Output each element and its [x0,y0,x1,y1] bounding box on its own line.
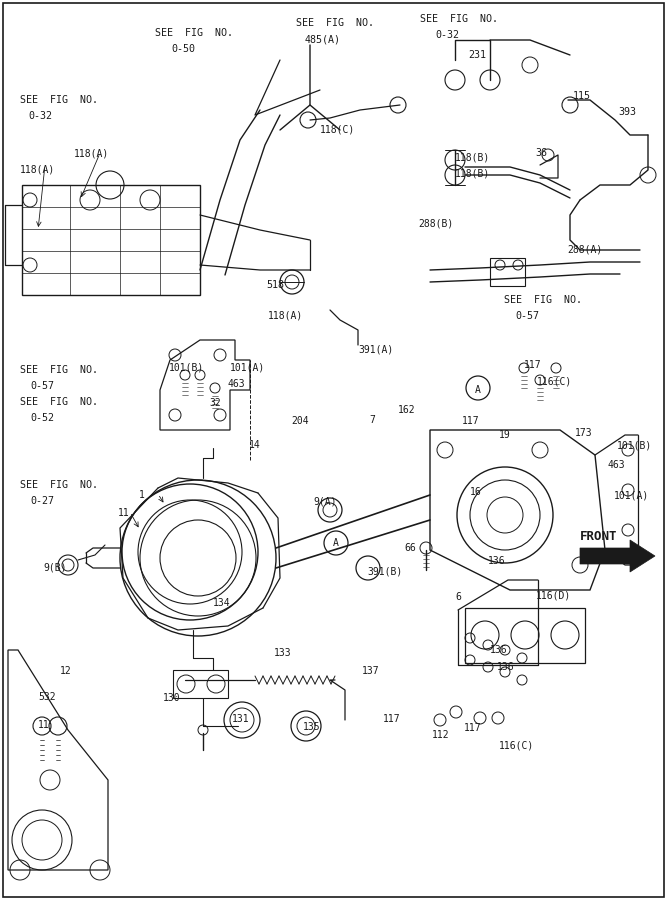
Bar [173,670,228,698]
Text: 518: 518 [266,280,284,290]
Text: SEE  FIG  NO.: SEE FIG NO. [420,14,498,24]
Text: 117: 117 [462,416,480,426]
Text: 7: 7 [369,415,375,425]
Text: 136: 136 [497,662,515,672]
Text: 117: 117 [383,714,401,724]
Bar [22,185,200,295]
Text: 391(B): 391(B) [367,567,402,577]
Polygon shape [580,540,655,572]
Text: 118(B): 118(B) [455,153,490,163]
Text: 116(C): 116(C) [537,376,572,386]
Text: 0-27: 0-27 [30,496,54,506]
Text: 204: 204 [291,416,309,426]
Text: 0-50: 0-50 [171,44,195,54]
Text: 173: 173 [575,428,592,438]
Text: SEE  FIG  NO.: SEE FIG NO. [155,28,233,38]
Text: SEE  FIG  NO.: SEE FIG NO. [20,95,98,105]
Text: 130: 130 [163,693,181,703]
Text: 9(B): 9(B) [43,563,67,573]
Text: 116(D): 116(D) [536,590,571,600]
Text: 288(A): 288(A) [567,245,602,255]
Text: 101(B): 101(B) [169,363,204,373]
Text: 32: 32 [209,398,221,408]
Text: 36: 36 [535,148,547,158]
Text: FRONT: FRONT [580,530,618,543]
Text: 16: 16 [470,487,482,497]
Text: 288(B): 288(B) [418,218,454,228]
Text: 118(A): 118(A) [20,164,55,174]
Text: 134: 134 [213,598,231,608]
Text: SEE  FIG  NO.: SEE FIG NO. [20,480,98,490]
Text: 115: 115 [573,91,591,101]
Text: 6: 6 [455,592,461,602]
Text: 136: 136 [490,645,508,655]
Text: 463: 463 [228,379,245,389]
Text: 0-32: 0-32 [28,111,52,121]
Text: 112: 112 [432,730,450,740]
Text: 118(B): 118(B) [455,168,490,178]
Text: 393: 393 [618,107,636,117]
Text: 101(A): 101(A) [230,363,265,373]
Text: 118(C): 118(C) [320,124,356,134]
Text: A: A [333,538,339,548]
Text: 135: 135 [303,722,321,732]
Text: 0-52: 0-52 [30,413,54,423]
Text: 12: 12 [60,666,72,676]
Text: 485(A): 485(A) [305,34,341,44]
Text: 0-57: 0-57 [515,311,539,321]
Text: 19: 19 [499,430,511,440]
Text: 463: 463 [607,460,624,470]
Text: 9(A): 9(A) [313,496,336,506]
Text: SEE  FIG  NO.: SEE FIG NO. [504,295,582,305]
Text: 391(A): 391(A) [358,345,394,355]
Text: 0-57: 0-57 [30,381,54,391]
Text: 14: 14 [249,440,261,450]
Text: 117: 117 [524,360,542,370]
Bar [490,258,525,286]
Text: SEE  FIG  NO.: SEE FIG NO. [296,18,374,28]
Text: 137: 137 [362,666,380,676]
Text: 0-32: 0-32 [435,30,459,40]
Text: 117: 117 [464,723,482,733]
Text: 136: 136 [488,556,506,566]
Text: 162: 162 [398,405,416,415]
Text: SEE  FIG  NO.: SEE FIG NO. [20,397,98,407]
Text: 131: 131 [232,714,249,724]
Text: 11: 11 [38,720,50,730]
Text: 101(A): 101(A) [614,490,649,500]
Text: 118(A): 118(A) [268,310,303,320]
Text: 101(B): 101(B) [617,440,652,450]
Text: 133: 133 [274,648,291,658]
Text: 66: 66 [404,543,416,553]
Text: 1: 1 [139,490,145,500]
Text: A: A [475,385,481,395]
Text: SEE  FIG  NO.: SEE FIG NO. [20,365,98,375]
Text: 11: 11 [118,508,130,518]
Text: 532: 532 [38,692,55,702]
Text: 116(C): 116(C) [499,740,534,750]
Text: 118(A): 118(A) [74,148,109,158]
Text: 231: 231 [468,50,486,60]
